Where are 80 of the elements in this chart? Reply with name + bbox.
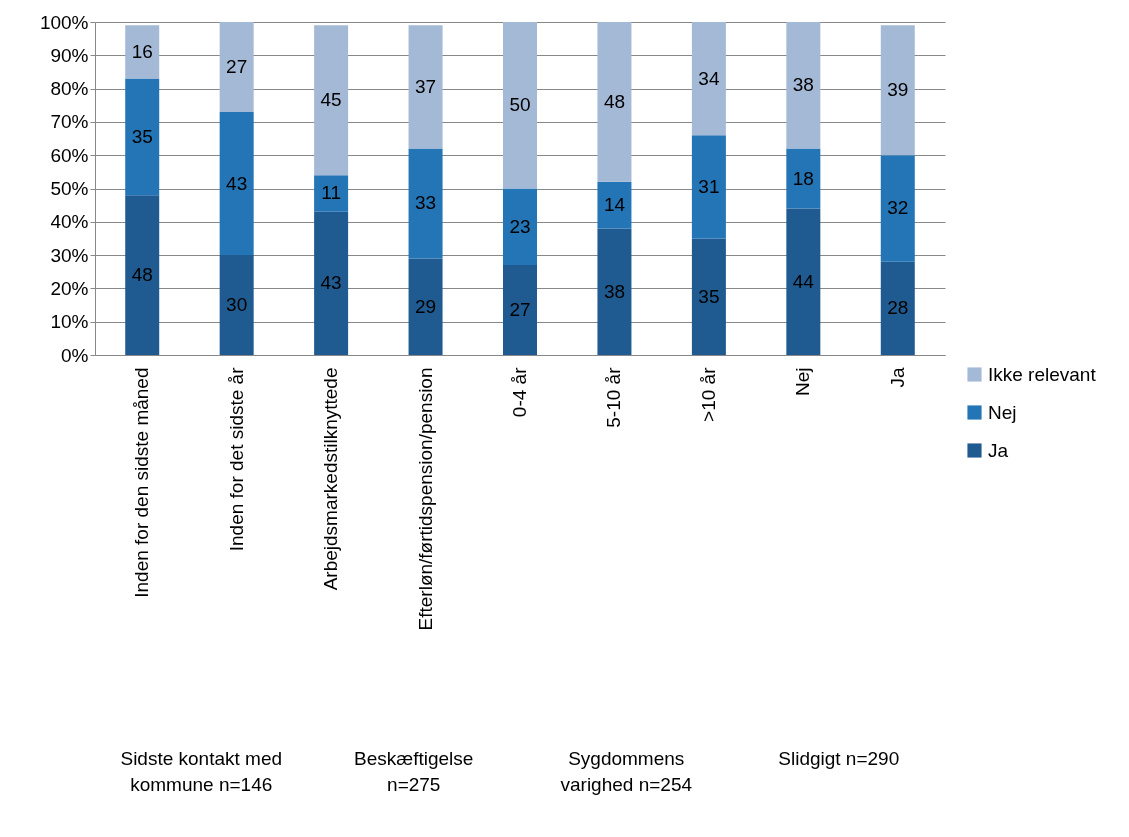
data-label: 39 [887,79,909,101]
text: Sidste kontakt med kommune n=146 [120,748,283,795]
bar [125,195,160,355]
bar [219,255,254,355]
y-tick-label: 80% [50,78,89,100]
data-label: 35 [698,285,720,307]
data-label: 16 [131,40,153,62]
y-tick-label: 10% [50,311,89,333]
bar [786,148,821,209]
bar [314,25,349,176]
data-label: 14 [603,194,626,216]
bar [125,78,160,196]
data-label: 45 [320,89,342,111]
bar [691,22,726,136]
data-label: 30 [226,294,248,316]
data-label: 34 [698,67,720,89]
x-tick-label: 0-4 år [509,366,530,418]
data-label: 31 [698,175,720,197]
bar [880,25,915,156]
data-label: 38 [792,74,814,96]
bar [219,111,254,256]
data-label: 33 [414,192,437,214]
y-tick-label: 60% [50,144,89,166]
y-tick-label: 0% [61,344,89,366]
data-label: 38 [603,280,626,302]
x-tick-label: 5-10 år [603,366,625,428]
y-tick-label: 50% [50,178,89,199]
text: Beskæftigelse n=275 [354,748,474,795]
bar [691,238,726,355]
x-tick-label: Nej [792,367,814,397]
bar [408,25,443,149]
bar [691,135,726,239]
text: Sygdommens varighed n=254 [560,748,693,795]
y-tick-label: 40% [50,211,89,233]
legend-label: Ikke relevant [988,363,1097,385]
bar [314,175,349,212]
data-label: 18 [792,167,814,189]
x-tick-label: Ja [886,367,908,388]
legend-label: Ja [988,439,1009,461]
bar [219,22,254,112]
bar [597,181,632,229]
bar [880,261,915,355]
text: Slidgigt n=290 [778,748,900,769]
bar [503,22,537,189]
x-tick-label: Efterløn/førtidspension/pension [414,367,436,631]
bar [408,258,443,355]
y-tick-label: 70% [50,111,89,133]
x-tick-label: Arbejdsmarkedstilknyttede [320,367,342,591]
data-label: 50 [509,94,531,116]
bar [786,208,821,355]
bar [503,188,537,266]
data-label: 37 [414,75,437,97]
data-label: 43 [320,272,342,294]
data-label: 28 [887,297,909,319]
data-label: 27 [226,55,248,77]
bar [408,148,443,259]
x-tick-label: Inden for den sidste måned [131,367,153,598]
y-tick-label: 90% [50,44,89,66]
data-label: 35 [131,125,153,147]
bar [597,22,632,182]
bar [880,155,915,262]
bar [314,211,349,355]
x-tick-label: Inden for det sidste år [225,366,247,552]
data-label: 43 [226,172,248,194]
data-label: 48 [131,264,153,286]
data-label: 27 [509,299,531,321]
data-label: 11 [321,182,341,204]
y-tick-label: 20% [50,277,89,299]
x-tick-label: >10 år [697,366,719,422]
y-tick-label: 100% [39,11,89,33]
y-tick-label: 30% [50,244,89,266]
bar [597,228,632,355]
data-label: 29 [414,295,437,317]
data-label: 32 [887,197,909,219]
data-label: 23 [509,215,531,237]
bar [125,25,160,79]
bar [786,22,821,149]
bar [503,265,537,355]
data-label: 48 [603,90,626,112]
data-label: 44 [792,270,815,292]
